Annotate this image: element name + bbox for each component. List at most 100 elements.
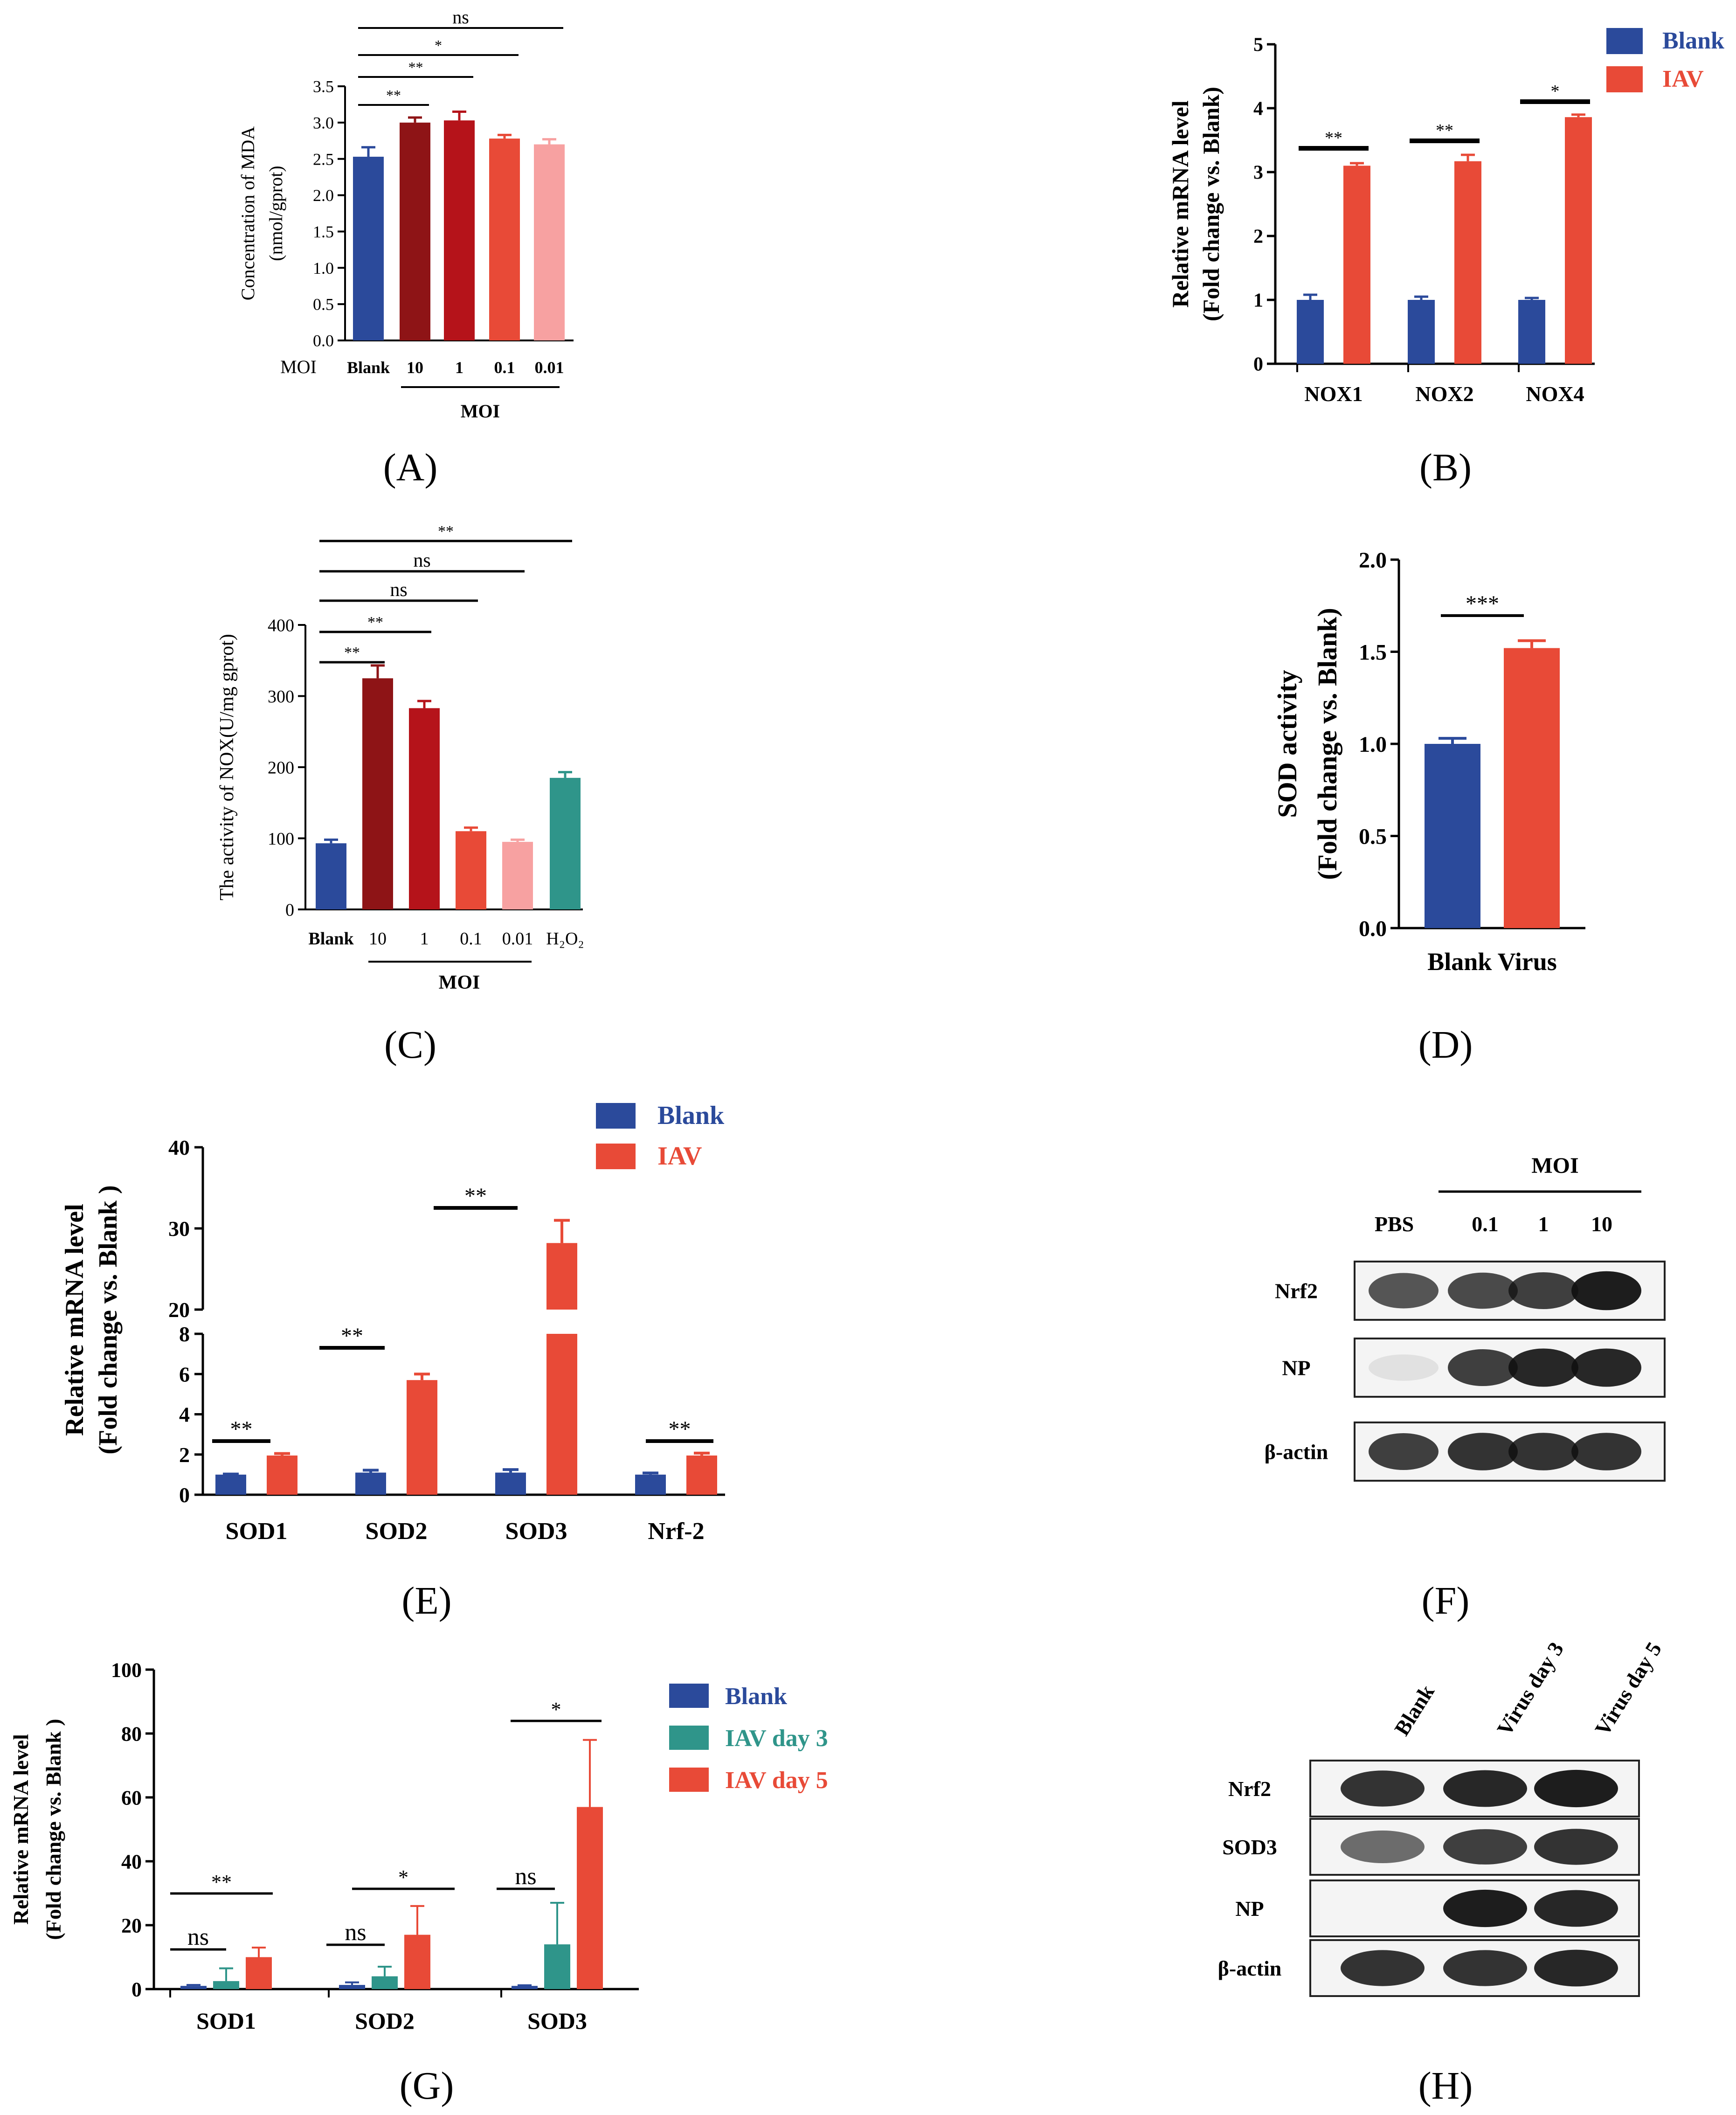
- a-y-label: Concentration of MDA: [237, 126, 258, 300]
- g-significance-day5-label: **: [211, 1871, 232, 1893]
- chart-c-nox-activity: 0 100 200 300 400 The activity of NOX(U/mg gp…: [216, 523, 584, 993]
- e-bar-blank: [495, 1472, 526, 1495]
- e-y-tick-label: 6: [179, 1362, 190, 1386]
- g-bar: [372, 1976, 398, 1989]
- c-y-tick-label: 300: [268, 687, 294, 707]
- e-y-tick-label: 4: [179, 1403, 190, 1427]
- a-significance-line-label: *: [435, 37, 442, 54]
- a-x-tick-label: 0.1: [494, 358, 515, 377]
- b-legend-swatch: [1606, 28, 1643, 54]
- f-band: [1369, 1354, 1439, 1381]
- a-bar: [400, 122, 430, 340]
- c-y-tick-label: 0: [285, 900, 294, 920]
- a-bar: [534, 144, 565, 340]
- d-y-tick-label: 0.5: [1359, 824, 1387, 849]
- b-x-tick-label: NOX1: [1304, 382, 1363, 406]
- e-x-tick-label: SOD3: [505, 1518, 567, 1545]
- panel-label-d: (D): [1418, 1023, 1473, 1067]
- c-x-tick-label: Blank: [308, 929, 354, 949]
- b-significance-line-label: *: [1551, 82, 1560, 101]
- e-bar-iav-upper: [546, 1243, 577, 1310]
- a-bar: [353, 157, 384, 340]
- e-bar-blank: [215, 1474, 246, 1495]
- h-lane-label: Virus day 3: [1492, 1638, 1568, 1740]
- g-significance-day5-label: *: [551, 1698, 561, 1721]
- h-band: [1341, 1770, 1425, 1807]
- a-x-tick-label: 1: [455, 358, 463, 377]
- d-y-label: (Fold change vs. Blank): [1312, 608, 1342, 880]
- f-band: [1508, 1272, 1578, 1309]
- a-y-tick-label: 1.5: [313, 222, 334, 241]
- f-row-label: Nrf2: [1275, 1279, 1318, 1303]
- e-bar-iav: [267, 1455, 297, 1495]
- g-bar: [512, 1986, 538, 1989]
- e-bar-blank: [635, 1474, 666, 1495]
- panel-label-f: (F): [1422, 1579, 1470, 1623]
- c-y-label: The activity of NOX(U/mg gprot): [216, 634, 238, 901]
- chart-e-sod-mrna: 0 2 4 6 820 30 40 Relative mRNA level (Fold chan…: [60, 1101, 725, 1545]
- g-y-tick-label: 0: [131, 1978, 142, 2001]
- g-legend-swatch: [669, 1684, 709, 1708]
- f-row-label: NP: [1282, 1356, 1310, 1380]
- chart-b-nox-mrna: 0 1 2 3 4 5 Relative mRNA level (Fold change vs…: [1167, 28, 1724, 406]
- h-lane-label: Blank: [1390, 1680, 1439, 1740]
- a-significance-line-label: **: [408, 59, 423, 76]
- c-group-label: MOI: [439, 972, 480, 993]
- e-y-tick-label: 20: [168, 1298, 190, 1322]
- b-x-tick-label: NOX2: [1415, 382, 1473, 406]
- c-bar: [409, 708, 440, 909]
- c-x-tick-label: H₂O₂: [546, 929, 584, 949]
- e-legend-label: IAV: [657, 1142, 702, 1171]
- d-bar: [1504, 648, 1560, 928]
- f-lane-label: PBS: [1375, 1212, 1414, 1236]
- panel-label-g: (G): [400, 2064, 454, 2108]
- e-x-tick-label: SOD2: [366, 1518, 428, 1545]
- e-significance-line-label: **: [464, 1184, 487, 1208]
- c-significance-line-label: **: [344, 644, 360, 661]
- b-bar-blank: [1297, 300, 1324, 364]
- e-legend-swatch: [596, 1103, 636, 1129]
- b-bar-blank: [1518, 300, 1545, 364]
- e-y-tick-label: 30: [168, 1217, 190, 1241]
- d-bar: [1425, 744, 1480, 928]
- g-bar: [339, 1985, 365, 1989]
- c-bar: [316, 843, 346, 909]
- d-y-tick-label: 2.0: [1359, 548, 1387, 573]
- a-y-label: (nmol/gprot): [265, 166, 286, 261]
- g-y-tick-label: 60: [121, 1786, 142, 1809]
- chart-d-sod-activity: 0.0 0.5 1.0 1.5 2.0 SOD activity (Fold change …: [1272, 548, 1585, 976]
- h-band: [1443, 1950, 1527, 1986]
- f-band: [1448, 1433, 1518, 1470]
- e-y-tick-label: 0: [179, 1483, 190, 1507]
- h-row-label: Nrf2: [1228, 1777, 1271, 1801]
- panel-label-b: (B): [1419, 446, 1472, 489]
- c-bar: [456, 831, 486, 909]
- e-y-tick-label: 2: [179, 1443, 190, 1467]
- e-bar-iav: [686, 1455, 717, 1495]
- c-significance-line-label: **: [367, 614, 383, 631]
- h-row-label: NP: [1235, 1897, 1264, 1921]
- h-row-label: β-actin: [1218, 1956, 1282, 1980]
- g-legend-swatch: [669, 1768, 709, 1792]
- a-y-tick-label: 3.0: [313, 113, 334, 132]
- a-bar: [489, 139, 520, 340]
- a-y-tick-label: 0.5: [313, 295, 334, 314]
- western-blot-h: Blank Virus day 3 Virus day 5 Nrf2 SOD3 NP β-a…: [1218, 1638, 1666, 1997]
- d-y-tick-label: 0.0: [1359, 916, 1387, 941]
- d-x-tick-labels: Blank Virus: [1427, 948, 1557, 976]
- b-y-tick-label: 5: [1253, 35, 1263, 56]
- g-significance-day5-label: *: [398, 1866, 408, 1889]
- a-group-label: MOI: [461, 401, 500, 422]
- g-legend-label: Blank: [725, 1683, 787, 1710]
- a-y-tick-label: 1.0: [313, 259, 334, 277]
- h-band: [1534, 1829, 1618, 1865]
- b-legend-label: IAV: [1662, 66, 1704, 92]
- b-y-tick-label: 3: [1253, 162, 1263, 184]
- g-legend-swatch: [669, 1726, 709, 1750]
- d-y-tick-label: 1.5: [1359, 640, 1387, 665]
- a-significance-line-label: ns: [452, 7, 469, 28]
- f-band: [1571, 1348, 1641, 1387]
- h-band: [1341, 1830, 1425, 1864]
- b-legend-swatch: [1606, 66, 1643, 92]
- g-bar: [246, 1957, 272, 1989]
